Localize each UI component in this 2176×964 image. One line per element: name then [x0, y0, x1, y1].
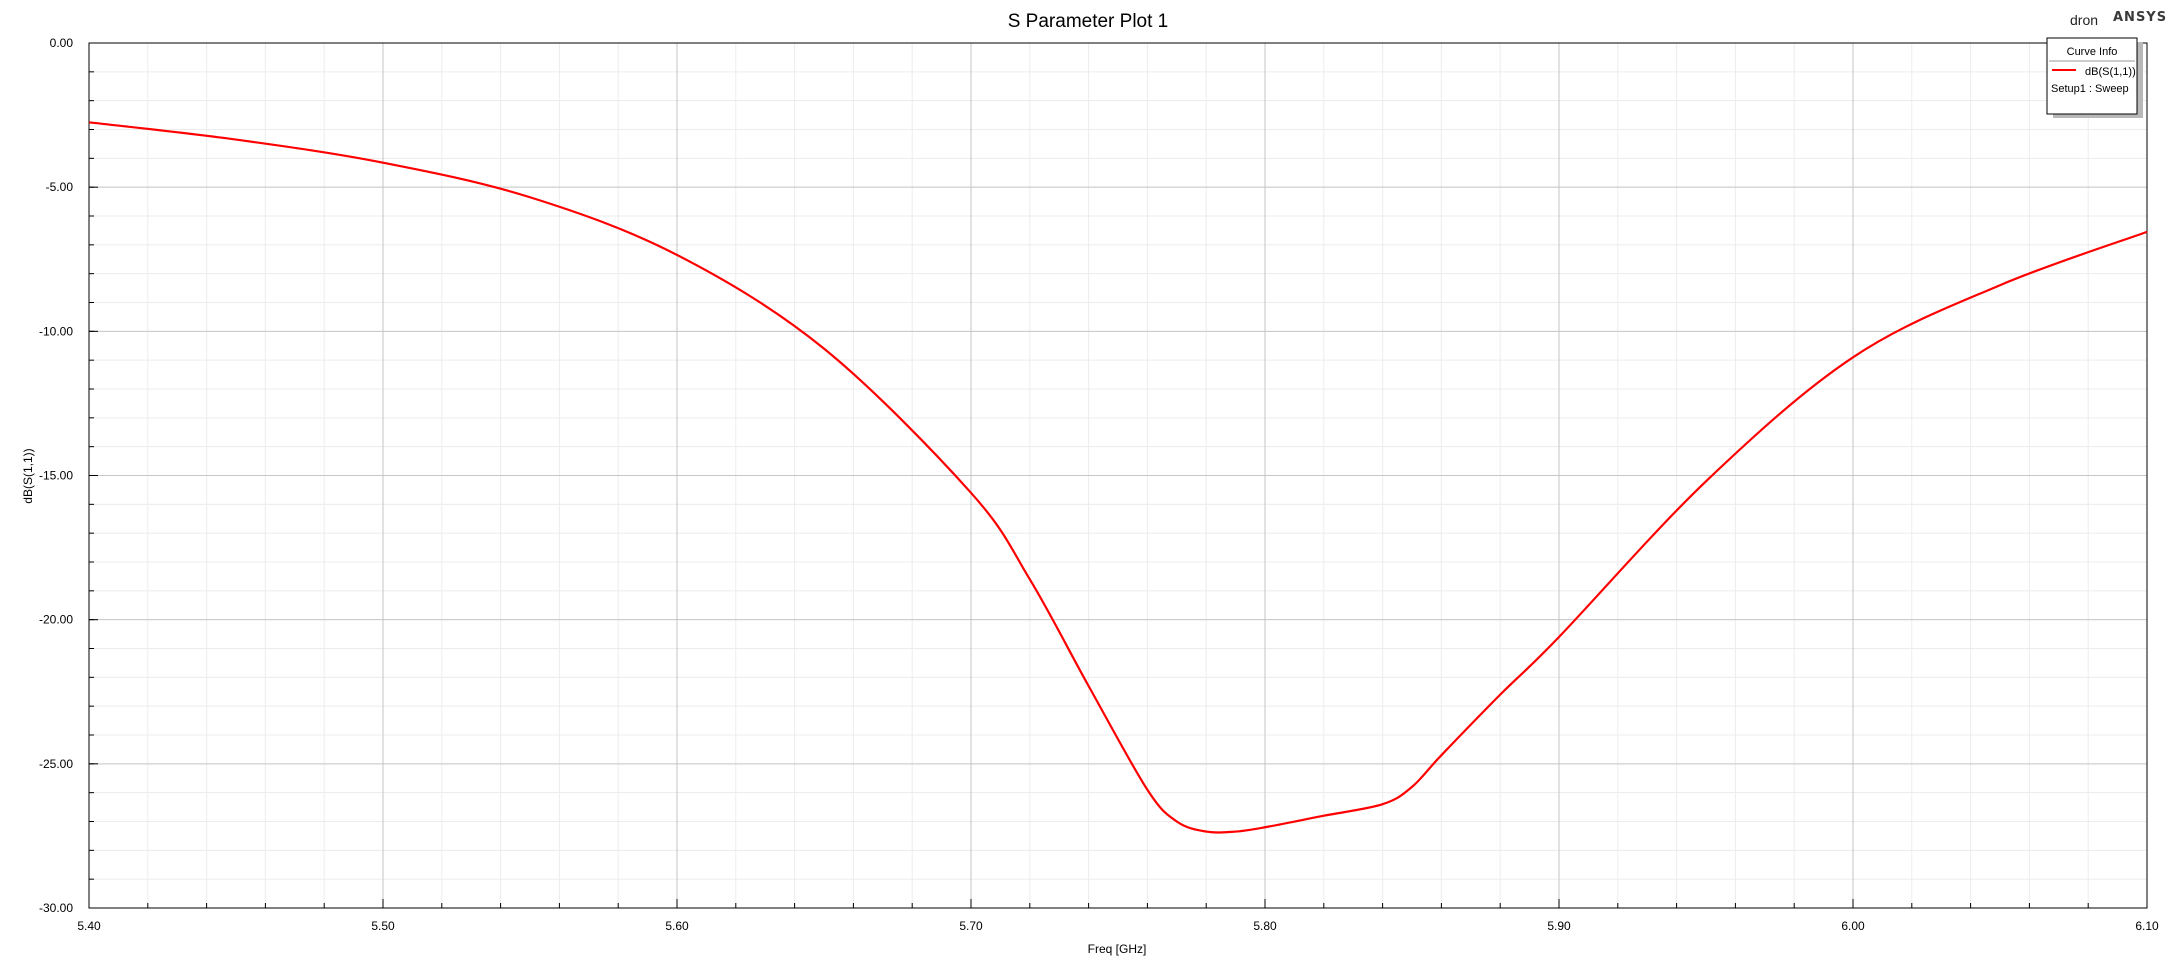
series-line-s11 — [88, 121, 2148, 834]
y-tick-label: 0.00 — [50, 36, 74, 50]
x-tick-label: 5.40 — [77, 919, 101, 933]
ansys-logo: ANSYS — [2113, 10, 2167, 25]
curve-info-legend[interactable]: Curve Info dB(S(1,1)) Setup1 : Sweep — [2046, 37, 2143, 118]
x-tick-label: 5.70 — [959, 919, 983, 933]
y-tick-label: -15.00 — [39, 469, 73, 483]
x-tick-label: 5.80 — [1253, 919, 1277, 933]
y-tick-label: -25.00 — [39, 757, 73, 771]
y-axis-label: dB(S(1,1)) — [21, 448, 35, 503]
series-layer — [88, 121, 2148, 834]
x-tick-label: 5.90 — [1547, 919, 1571, 933]
legend-header: Curve Info — [2067, 46, 2118, 58]
y-tick-label: -10.00 — [39, 324, 73, 338]
x-tick-label: 6.00 — [1841, 919, 1865, 933]
legend-setup-label: Setup1 : Sweep — [2051, 83, 2129, 95]
user-label: dron — [2070, 12, 2098, 28]
y-tick-label: -5.00 — [46, 180, 74, 194]
legend-entry-label: dB(S(1,1)) — [2085, 66, 2136, 78]
x-tick-label: 5.50 — [371, 919, 395, 933]
y-tick-label: -20.00 — [39, 613, 73, 627]
major-grid — [89, 43, 2147, 908]
x-tick-label: 5.60 — [665, 919, 689, 933]
chart-title: S Parameter Plot 1 — [1008, 11, 1169, 32]
plot-frame — [88, 42, 2148, 909]
x-axis-label: Freq [GHz] — [1088, 942, 1147, 956]
tick-labels: 5.40 5.50 5.60 5.70 5.80 5.90 6.00 6.10 0.00 -5.0… — [39, 36, 2159, 933]
x-tick-label: 6.10 — [2135, 919, 2159, 933]
y-tick-label: -30.00 — [39, 901, 73, 915]
